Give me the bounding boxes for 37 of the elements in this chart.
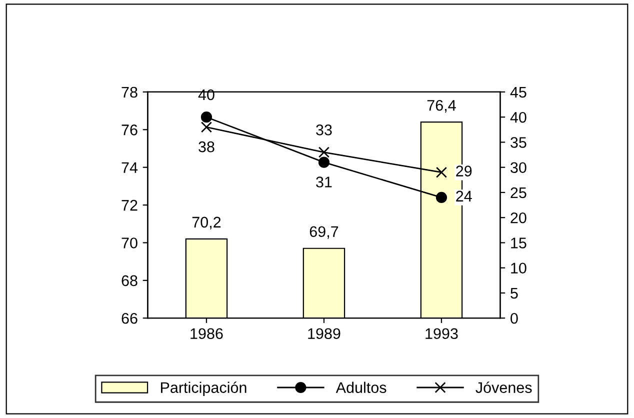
y2-tick-label: 35 — [510, 137, 526, 148]
legend-label: Adultos — [336, 382, 386, 393]
x-tick-label: 1989 — [308, 328, 340, 340]
y-tick-label: 72 — [122, 200, 138, 211]
data-label: 76,4 — [427, 100, 456, 113]
y-tick-label: 76 — [122, 124, 138, 136]
legend-label: Jóvenes — [476, 382, 532, 393]
data-label: 31 — [316, 176, 332, 188]
y2-tick-label: 25 — [510, 187, 526, 198]
x-tick-label: 1993 — [426, 328, 458, 340]
point — [200, 122, 212, 133]
point — [318, 156, 330, 168]
y-tick-label: 66 — [122, 312, 138, 324]
y2-tick-label: 30 — [510, 162, 526, 174]
y2-tick-label: 0 — [510, 312, 518, 324]
data-label: 38 — [198, 141, 214, 152]
y-tick-label: 74 — [122, 162, 138, 173]
data-label: 29 — [456, 166, 472, 176]
data-label: 69,7 — [310, 226, 338, 239]
y2-tick-label: 20 — [510, 212, 526, 224]
data-label: 33 — [316, 124, 332, 136]
y-tick-label: 78 — [122, 86, 138, 98]
y2-tick-label: 10 — [511, 262, 526, 274]
point — [200, 112, 212, 123]
y2-tick-label: 15 — [511, 238, 526, 248]
y2-tick-label: 5 — [510, 288, 518, 299]
data-label: 24 — [456, 190, 472, 202]
data-label: 70,2 — [192, 216, 221, 230]
y2-tick-label: 45 — [510, 86, 526, 98]
y-tick-label: 70 — [122, 238, 138, 248]
y-tick-label: 68 — [122, 275, 138, 286]
y2-tick-label: 40 — [510, 112, 526, 123]
point — [436, 192, 448, 204]
x-tick-label: 1986 — [190, 328, 223, 340]
point — [436, 166, 448, 178]
point — [318, 146, 330, 158]
legend-label: Participación — [161, 382, 246, 396]
